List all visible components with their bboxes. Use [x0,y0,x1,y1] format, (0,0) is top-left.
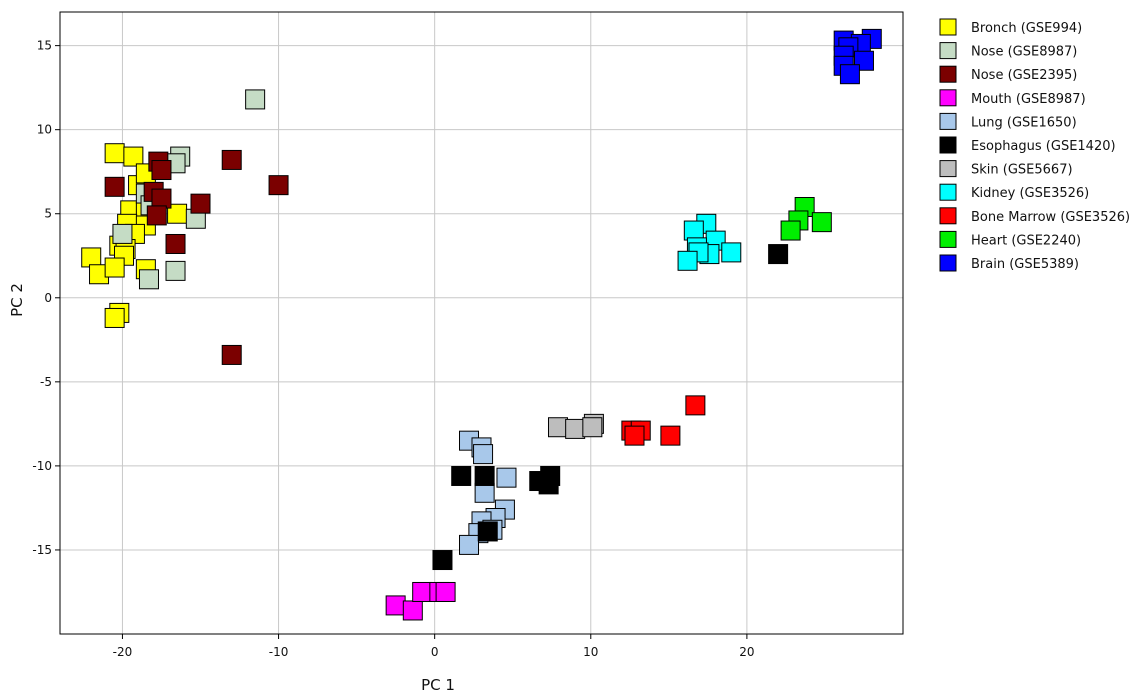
data-point-series-1 [138,269,159,290]
legend-swatch [939,183,957,201]
data-point-series-0 [123,146,144,167]
legend-swatch [939,136,957,154]
data-point-series-1 [245,89,266,110]
legend-label: Mouth (GSE8987) [971,92,1086,107]
data-point-series-2 [190,193,211,214]
data-point-series-5 [451,465,472,486]
data-point-series-6 [565,418,586,439]
legend-label: Lung (GSE1650) [971,115,1077,130]
data-point-series-10 [839,64,860,85]
data-point-series-3 [385,595,406,616]
data-point-series-5 [538,474,559,495]
legend-label: Kidney (GSE3526) [971,186,1089,201]
legend-swatch [939,254,957,272]
legend-label: Bronch (GSE994) [971,21,1082,36]
data-point-series-3 [402,600,423,621]
legend-swatch [939,65,957,83]
y-tick-label: -5 [40,375,52,389]
data-point-series-2 [151,160,172,181]
grid-lines [60,12,903,634]
data-point-series-2 [268,175,289,196]
data-point-series-4 [473,444,494,465]
legend-label: Brain (GSE5389) [971,257,1079,272]
data-point-series-2 [221,344,242,365]
data-point-series-0 [104,257,125,278]
data-point-series-7 [677,250,698,271]
data-point-series-8 [685,395,706,416]
data-point-series-8 [660,425,681,446]
y-tick-label: 5 [44,207,52,221]
legend-label: Heart (GSE2240) [971,233,1081,248]
legend-label: Esophagus (GSE1420) [971,139,1116,154]
x-tick-label: 20 [739,645,754,659]
x-tick-label: 10 [583,645,598,659]
data-point-series-3 [412,581,433,602]
data-points [81,28,882,621]
legend-swatch [939,89,957,107]
data-point-series-1 [165,260,186,281]
data-point-series-6 [582,417,603,438]
data-point-series-3 [435,581,456,602]
legend-swatch [939,18,957,36]
data-point-series-7 [683,220,704,241]
y-axis-label: PC 2 [8,283,26,317]
legend-label: Nose (GSE2395) [971,68,1077,83]
data-point-series-0 [104,143,125,164]
data-point-series-9 [811,212,832,233]
y-tick-label: -15 [32,543,52,557]
data-point-series-4 [459,534,480,555]
data-point-series-2 [151,188,172,209]
data-point-series-2 [146,205,167,226]
legend-swatch [939,230,957,248]
data-point-series-2 [165,233,186,254]
legend-label: Bone Marrow (GSE3526) [971,210,1130,225]
data-point-series-2 [221,149,242,170]
legend: Bronch (GSE994) Nose (GSE8987) Nose (GSE23… [939,18,1130,272]
data-point-series-1 [112,223,133,244]
data-point-series-6 [547,417,568,438]
data-point-series-4 [496,467,517,488]
x-tick-label: 0 [431,645,439,659]
y-tick-label: -10 [32,459,52,473]
legend-swatch [939,207,957,225]
x-tick-label: -20 [113,645,133,659]
data-point-series-5 [477,521,498,542]
legend-swatch [939,112,957,130]
x-axis-label: PC 1 [421,676,455,694]
data-point-series-5 [432,550,453,571]
legend-swatch [939,160,957,178]
axis-ticks: -20 -10 0 10 20 15 10 5 0 -5 -10 -15 [32,39,754,659]
legend-label: Skin (GSE5667) [971,163,1073,178]
data-point-series-0 [104,307,125,328]
y-tick-label: 0 [44,291,52,305]
plot-frame [59,11,904,635]
data-point-series-5 [474,465,495,486]
data-point-series-7 [721,242,742,263]
y-tick-label: 10 [37,123,52,137]
data-point-series-8 [624,425,645,446]
legend-label: Nose (GSE8987) [971,45,1077,60]
data-point-series-9 [780,220,801,241]
data-point-series-5 [768,244,789,265]
data-point-series-2 [104,176,125,197]
data-point-series-0 [81,247,102,268]
y-tick-label: 15 [37,39,52,53]
data-point-series-4 [474,482,495,503]
x-tick-label: -10 [269,645,289,659]
legend-swatch [939,42,957,60]
